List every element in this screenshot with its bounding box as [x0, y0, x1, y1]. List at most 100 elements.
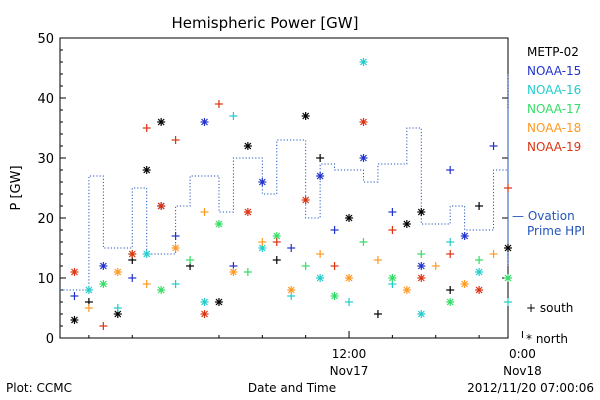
data-point — [330, 226, 339, 234]
data-point — [475, 202, 484, 210]
data-point — [475, 256, 484, 264]
legend-item: METP-02 — [527, 45, 579, 59]
data-point — [446, 286, 455, 294]
y-ticks: 0 10 20 30 40 50 — [37, 32, 508, 347]
data-point — [99, 322, 108, 330]
data-point — [287, 286, 296, 294]
data-point — [171, 136, 180, 144]
data-point — [417, 274, 426, 282]
data-point — [489, 142, 498, 150]
data-point — [402, 220, 411, 228]
data-point — [301, 196, 310, 204]
data-point — [70, 292, 79, 300]
data-point — [316, 274, 325, 282]
data-point — [243, 208, 252, 216]
data-point — [316, 250, 325, 258]
legend-item: NOAA-15 — [527, 64, 581, 78]
data-point — [200, 298, 209, 306]
data-point — [417, 262, 426, 270]
y-tick-label: 40 — [37, 92, 54, 107]
data-point — [388, 226, 397, 234]
data-point — [171, 244, 180, 252]
data-point — [214, 100, 223, 108]
data-point — [214, 220, 223, 228]
legend-north: * north — [526, 332, 568, 346]
data-point — [417, 208, 426, 216]
data-point — [345, 274, 354, 282]
data-point — [301, 112, 310, 120]
data-point — [272, 238, 281, 246]
legend-ovation-line2: Prime HPI — [527, 224, 585, 238]
data-point — [84, 286, 93, 294]
data-point — [142, 250, 151, 258]
data-point — [446, 250, 455, 258]
x-ticks: 12:00Nov170:00Nov1812:00Nov180:00Nov1912… — [88, 331, 542, 378]
x-tick-time: 12:00 — [332, 347, 367, 361]
data-point — [157, 202, 166, 210]
y-axis-label: P [GW] — [9, 165, 24, 210]
data-point — [128, 274, 137, 282]
data-point — [330, 262, 339, 270]
data-point — [504, 274, 512, 282]
data-point — [417, 310, 426, 318]
data-point — [373, 256, 382, 264]
data-point — [359, 154, 368, 162]
data-point — [345, 214, 354, 222]
legend-item: NOAA-18 — [527, 121, 581, 135]
data-point — [446, 238, 455, 246]
data-point — [431, 262, 440, 270]
data-point — [359, 118, 368, 126]
data-point — [287, 244, 296, 252]
data-point — [128, 250, 137, 258]
data-point — [272, 256, 281, 264]
data-point — [84, 304, 93, 312]
data-point — [359, 58, 368, 66]
data-point — [316, 172, 325, 180]
data-point — [388, 208, 397, 216]
y-tick-label: 30 — [37, 152, 54, 167]
x-tick-time: 0:00 — [509, 347, 536, 361]
y-tick-label: 20 — [37, 212, 54, 227]
data-point — [373, 310, 382, 318]
data-point — [475, 268, 484, 276]
data-point — [200, 118, 209, 126]
data-point — [229, 112, 238, 120]
data-point — [272, 232, 281, 240]
data-point — [70, 316, 79, 324]
legend-item: NOAA-16 — [527, 83, 581, 97]
data-point — [460, 280, 469, 288]
data-point — [475, 286, 484, 294]
ovation-hpi-series — [60, 74, 509, 291]
data-point — [504, 184, 512, 192]
data-point — [113, 310, 122, 318]
data-point — [99, 280, 108, 288]
chart-title: Hemispheric Power [GW] — [172, 14, 359, 32]
data-point — [113, 268, 122, 276]
data-point — [142, 166, 151, 174]
data-point — [359, 238, 368, 246]
data-point — [388, 274, 397, 282]
data-point — [214, 298, 223, 306]
data-point — [316, 154, 325, 162]
data-point — [142, 280, 151, 288]
data-point — [113, 304, 122, 312]
legend-ovation: — Ovation — [512, 209, 575, 223]
legend: METP-02 NOAA-15 NOAA-16 NOAA-17 NOAA-18 NOAA-… — [512, 45, 585, 346]
data-point — [157, 286, 166, 294]
plot-area — [59, 37, 509, 339]
data-point — [446, 298, 455, 306]
data-point — [258, 178, 267, 186]
y-tick-label: 0 — [46, 332, 54, 347]
data-point — [345, 298, 354, 306]
data-point — [446, 166, 455, 174]
data-point — [200, 208, 209, 216]
data-point — [330, 292, 339, 300]
data-point — [229, 268, 238, 276]
x-tick-date: Nov18 — [503, 364, 542, 378]
satellite-points — [70, 58, 512, 330]
data-point — [70, 268, 79, 276]
ovation-hpi-line — [60, 74, 509, 291]
data-point — [142, 124, 151, 132]
data-point — [200, 310, 209, 318]
